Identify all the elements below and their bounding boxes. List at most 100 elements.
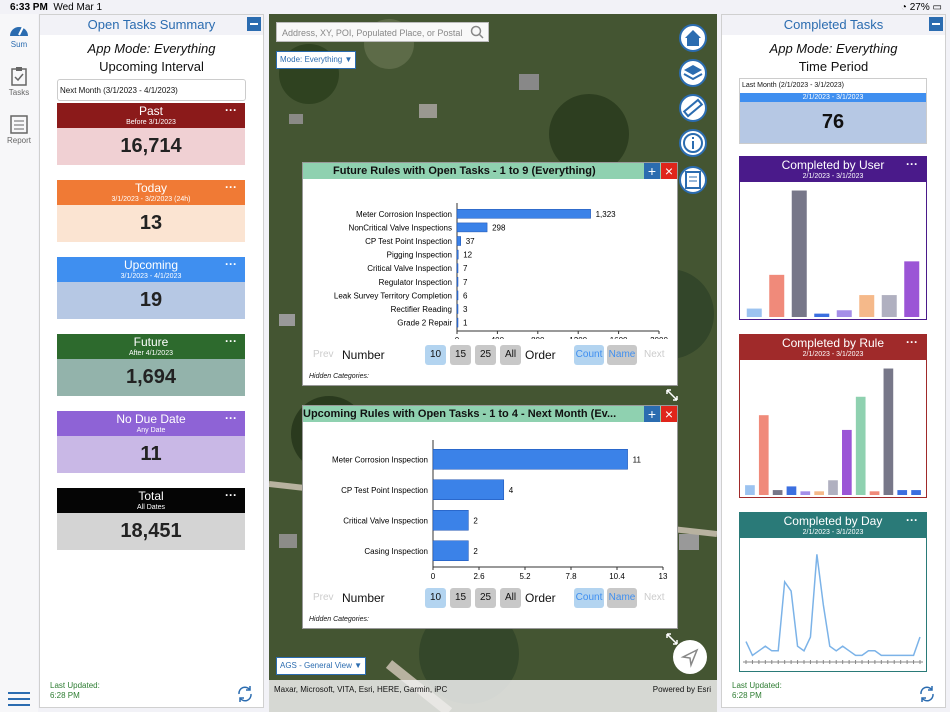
bar[interactable] bbox=[791, 190, 807, 317]
bar[interactable] bbox=[786, 486, 797, 495]
layers-button[interactable] bbox=[679, 59, 707, 87]
refresh-icon[interactable] bbox=[918, 685, 936, 703]
category-label: Casing Inspection bbox=[364, 547, 428, 556]
bar[interactable] bbox=[432, 449, 628, 470]
page-size-25[interactable]: 25 bbox=[475, 345, 496, 365]
card-title: Future bbox=[133, 335, 169, 349]
next-button[interactable]: Next bbox=[644, 349, 665, 360]
bar[interactable] bbox=[859, 295, 875, 317]
bar[interactable] bbox=[883, 368, 894, 495]
prev-button[interactable]: Prev bbox=[313, 592, 334, 603]
card-date-range: 2/1/2023 - 3/1/2023 bbox=[802, 529, 864, 536]
resize-handle-icon[interactable] bbox=[666, 632, 678, 650]
search-icon[interactable] bbox=[470, 25, 484, 39]
bar[interactable] bbox=[456, 277, 459, 287]
bar[interactable] bbox=[828, 480, 838, 495]
bar[interactable] bbox=[456, 236, 461, 246]
bar[interactable] bbox=[746, 308, 762, 317]
bar[interactable] bbox=[432, 540, 469, 561]
page-size-all[interactable]: All bbox=[500, 345, 521, 365]
time-period-card[interactable]: Last Month (2/1/2023 - 3/1/2023) 2/1/202… bbox=[739, 78, 927, 144]
more-options-icon[interactable]: ··· bbox=[225, 411, 237, 425]
bar[interactable] bbox=[800, 491, 811, 495]
bar[interactable] bbox=[814, 491, 824, 495]
completed-card-completed-by-day[interactable]: Completed by Day 2/1/2023 - 3/1/2023 ··· bbox=[739, 512, 927, 672]
close-button[interactable]: × bbox=[661, 163, 677, 179]
search-input[interactable]: Address, XY, POI, Populated Place, or Po… bbox=[276, 22, 489, 42]
next-button[interactable]: Next bbox=[644, 592, 665, 603]
rail-item-report[interactable]: Report bbox=[0, 114, 38, 145]
expand-button[interactable]: + bbox=[644, 406, 660, 422]
summary-card-total[interactable]: Total All Dates ··· 18,451 bbox=[57, 488, 245, 550]
bar[interactable] bbox=[456, 209, 591, 219]
bar[interactable] bbox=[745, 485, 755, 495]
bar[interactable] bbox=[911, 490, 921, 495]
mini-chart bbox=[743, 554, 923, 664]
rail-item-tasks[interactable]: Tasks bbox=[0, 66, 38, 97]
menu-icon[interactable] bbox=[8, 692, 30, 711]
bar[interactable] bbox=[758, 415, 769, 495]
bar[interactable] bbox=[432, 479, 505, 500]
bar[interactable] bbox=[814, 313, 830, 317]
mode-dropdown[interactable]: Mode: Everything ▼ bbox=[276, 51, 357, 69]
bar[interactable] bbox=[855, 396, 866, 495]
page-size-all[interactable]: All bbox=[500, 588, 521, 608]
more-options-icon[interactable]: ··· bbox=[225, 180, 237, 194]
prev-button[interactable]: Prev bbox=[313, 349, 334, 360]
bar[interactable] bbox=[456, 263, 459, 273]
completed-card-completed-by-rule[interactable]: Completed by Rule 2/1/2023 - 3/1/2023 ··· bbox=[739, 334, 927, 498]
more-options-icon[interactable]: ··· bbox=[906, 335, 918, 349]
collapse-button[interactable] bbox=[247, 17, 261, 31]
page-size-15[interactable]: 15 bbox=[450, 345, 471, 365]
bar[interactable] bbox=[769, 274, 785, 317]
measure-button[interactable] bbox=[679, 94, 707, 122]
home-button[interactable] bbox=[679, 24, 707, 52]
completed-card-completed-by-user[interactable]: Completed by User 2/1/2023 - 3/1/2023 ··· bbox=[739, 156, 927, 320]
page-size-10[interactable]: 10 bbox=[425, 588, 446, 608]
page-size-25[interactable]: 25 bbox=[475, 588, 496, 608]
bar[interactable] bbox=[881, 295, 897, 317]
bar[interactable] bbox=[904, 261, 920, 317]
summary-card-past[interactable]: Past Before 3/1/2023 ··· 16,714 bbox=[57, 103, 245, 165]
more-options-icon[interactable]: ··· bbox=[225, 488, 237, 502]
summary-card-upcoming[interactable]: Upcoming 3/1/2023 - 4/1/2023 ··· 19 bbox=[57, 257, 245, 319]
interval-selector[interactable]: Next Month (3/1/2023 - 4/1/2023) bbox=[57, 79, 246, 101]
page-size-10[interactable]: 10 bbox=[425, 345, 446, 365]
sort-count-button[interactable]: Count bbox=[574, 588, 604, 608]
close-button[interactable]: × bbox=[661, 406, 677, 422]
sort-count-button[interactable]: Count bbox=[574, 345, 604, 365]
bar[interactable] bbox=[897, 490, 908, 495]
more-options-icon[interactable]: ··· bbox=[225, 103, 237, 117]
number-label: Number bbox=[342, 348, 385, 362]
collapse-button[interactable] bbox=[929, 17, 943, 31]
info-button[interactable] bbox=[679, 129, 707, 157]
more-options-icon[interactable]: ··· bbox=[225, 334, 237, 348]
more-options-icon[interactable]: ··· bbox=[906, 513, 918, 527]
expand-button[interactable]: + bbox=[644, 163, 660, 179]
more-options-icon[interactable]: ··· bbox=[906, 157, 918, 171]
bar[interactable] bbox=[456, 249, 459, 260]
page-size-15[interactable]: 15 bbox=[450, 588, 471, 608]
resize-handle-icon[interactable] bbox=[666, 388, 678, 406]
bar[interactable] bbox=[456, 222, 488, 233]
summary-card-no-due-date[interactable]: No Due Date Any Date ··· 11 bbox=[57, 411, 245, 473]
sort-name-button[interactable]: Name bbox=[607, 345, 637, 365]
summary-card-today[interactable]: Today 3/1/2023 - 3/2/2023 (24h) ··· 13 bbox=[57, 180, 245, 242]
report-button[interactable] bbox=[679, 166, 707, 194]
sort-name-button[interactable]: Name bbox=[607, 588, 637, 608]
bar[interactable] bbox=[842, 429, 852, 495]
summary-card-future[interactable]: Future After 4/1/2023 ··· 1,694 bbox=[57, 334, 245, 396]
locate-button[interactable] bbox=[673, 640, 707, 674]
map-view[interactable]: Address, XY, POI, Populated Place, or Po… bbox=[269, 14, 717, 712]
bar[interactable] bbox=[456, 290, 459, 301]
more-options-icon[interactable]: ··· bbox=[225, 257, 237, 271]
bar[interactable] bbox=[432, 510, 469, 531]
basemap-dropdown[interactable]: AGS - General View ▼ bbox=[276, 657, 367, 675]
bar[interactable] bbox=[869, 491, 880, 495]
bar[interactable] bbox=[456, 317, 459, 328]
bar[interactable] bbox=[772, 490, 783, 495]
bar[interactable] bbox=[836, 310, 852, 317]
bar[interactable] bbox=[456, 304, 459, 314]
rail-item-sum[interactable]: Sum bbox=[0, 20, 38, 49]
refresh-icon[interactable] bbox=[236, 685, 254, 703]
